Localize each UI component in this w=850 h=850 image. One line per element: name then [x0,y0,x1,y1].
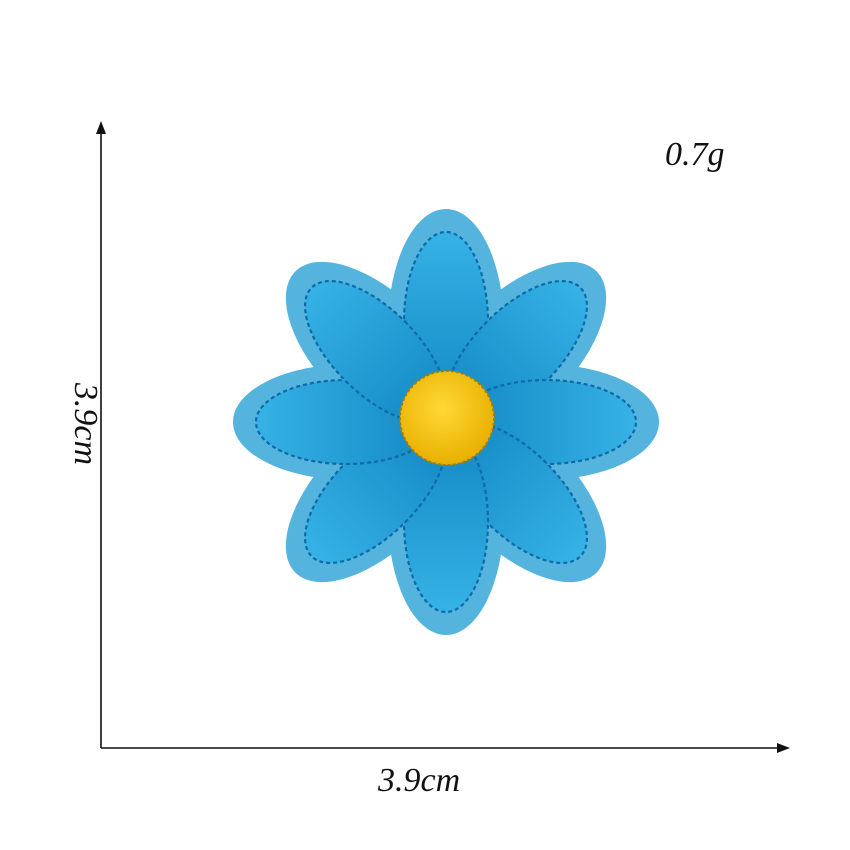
patch-center [399,370,495,466]
patch-petals [254,230,638,614]
arrow-right-icon [777,743,790,753]
weight-label: 0.7g [665,136,725,173]
height-label: 3.9cm [67,382,105,466]
daisy-patch-icon [233,209,659,635]
width-label: 3.9cm [378,762,461,799]
dimension-axes [96,121,790,753]
arrow-up-icon [96,121,106,134]
